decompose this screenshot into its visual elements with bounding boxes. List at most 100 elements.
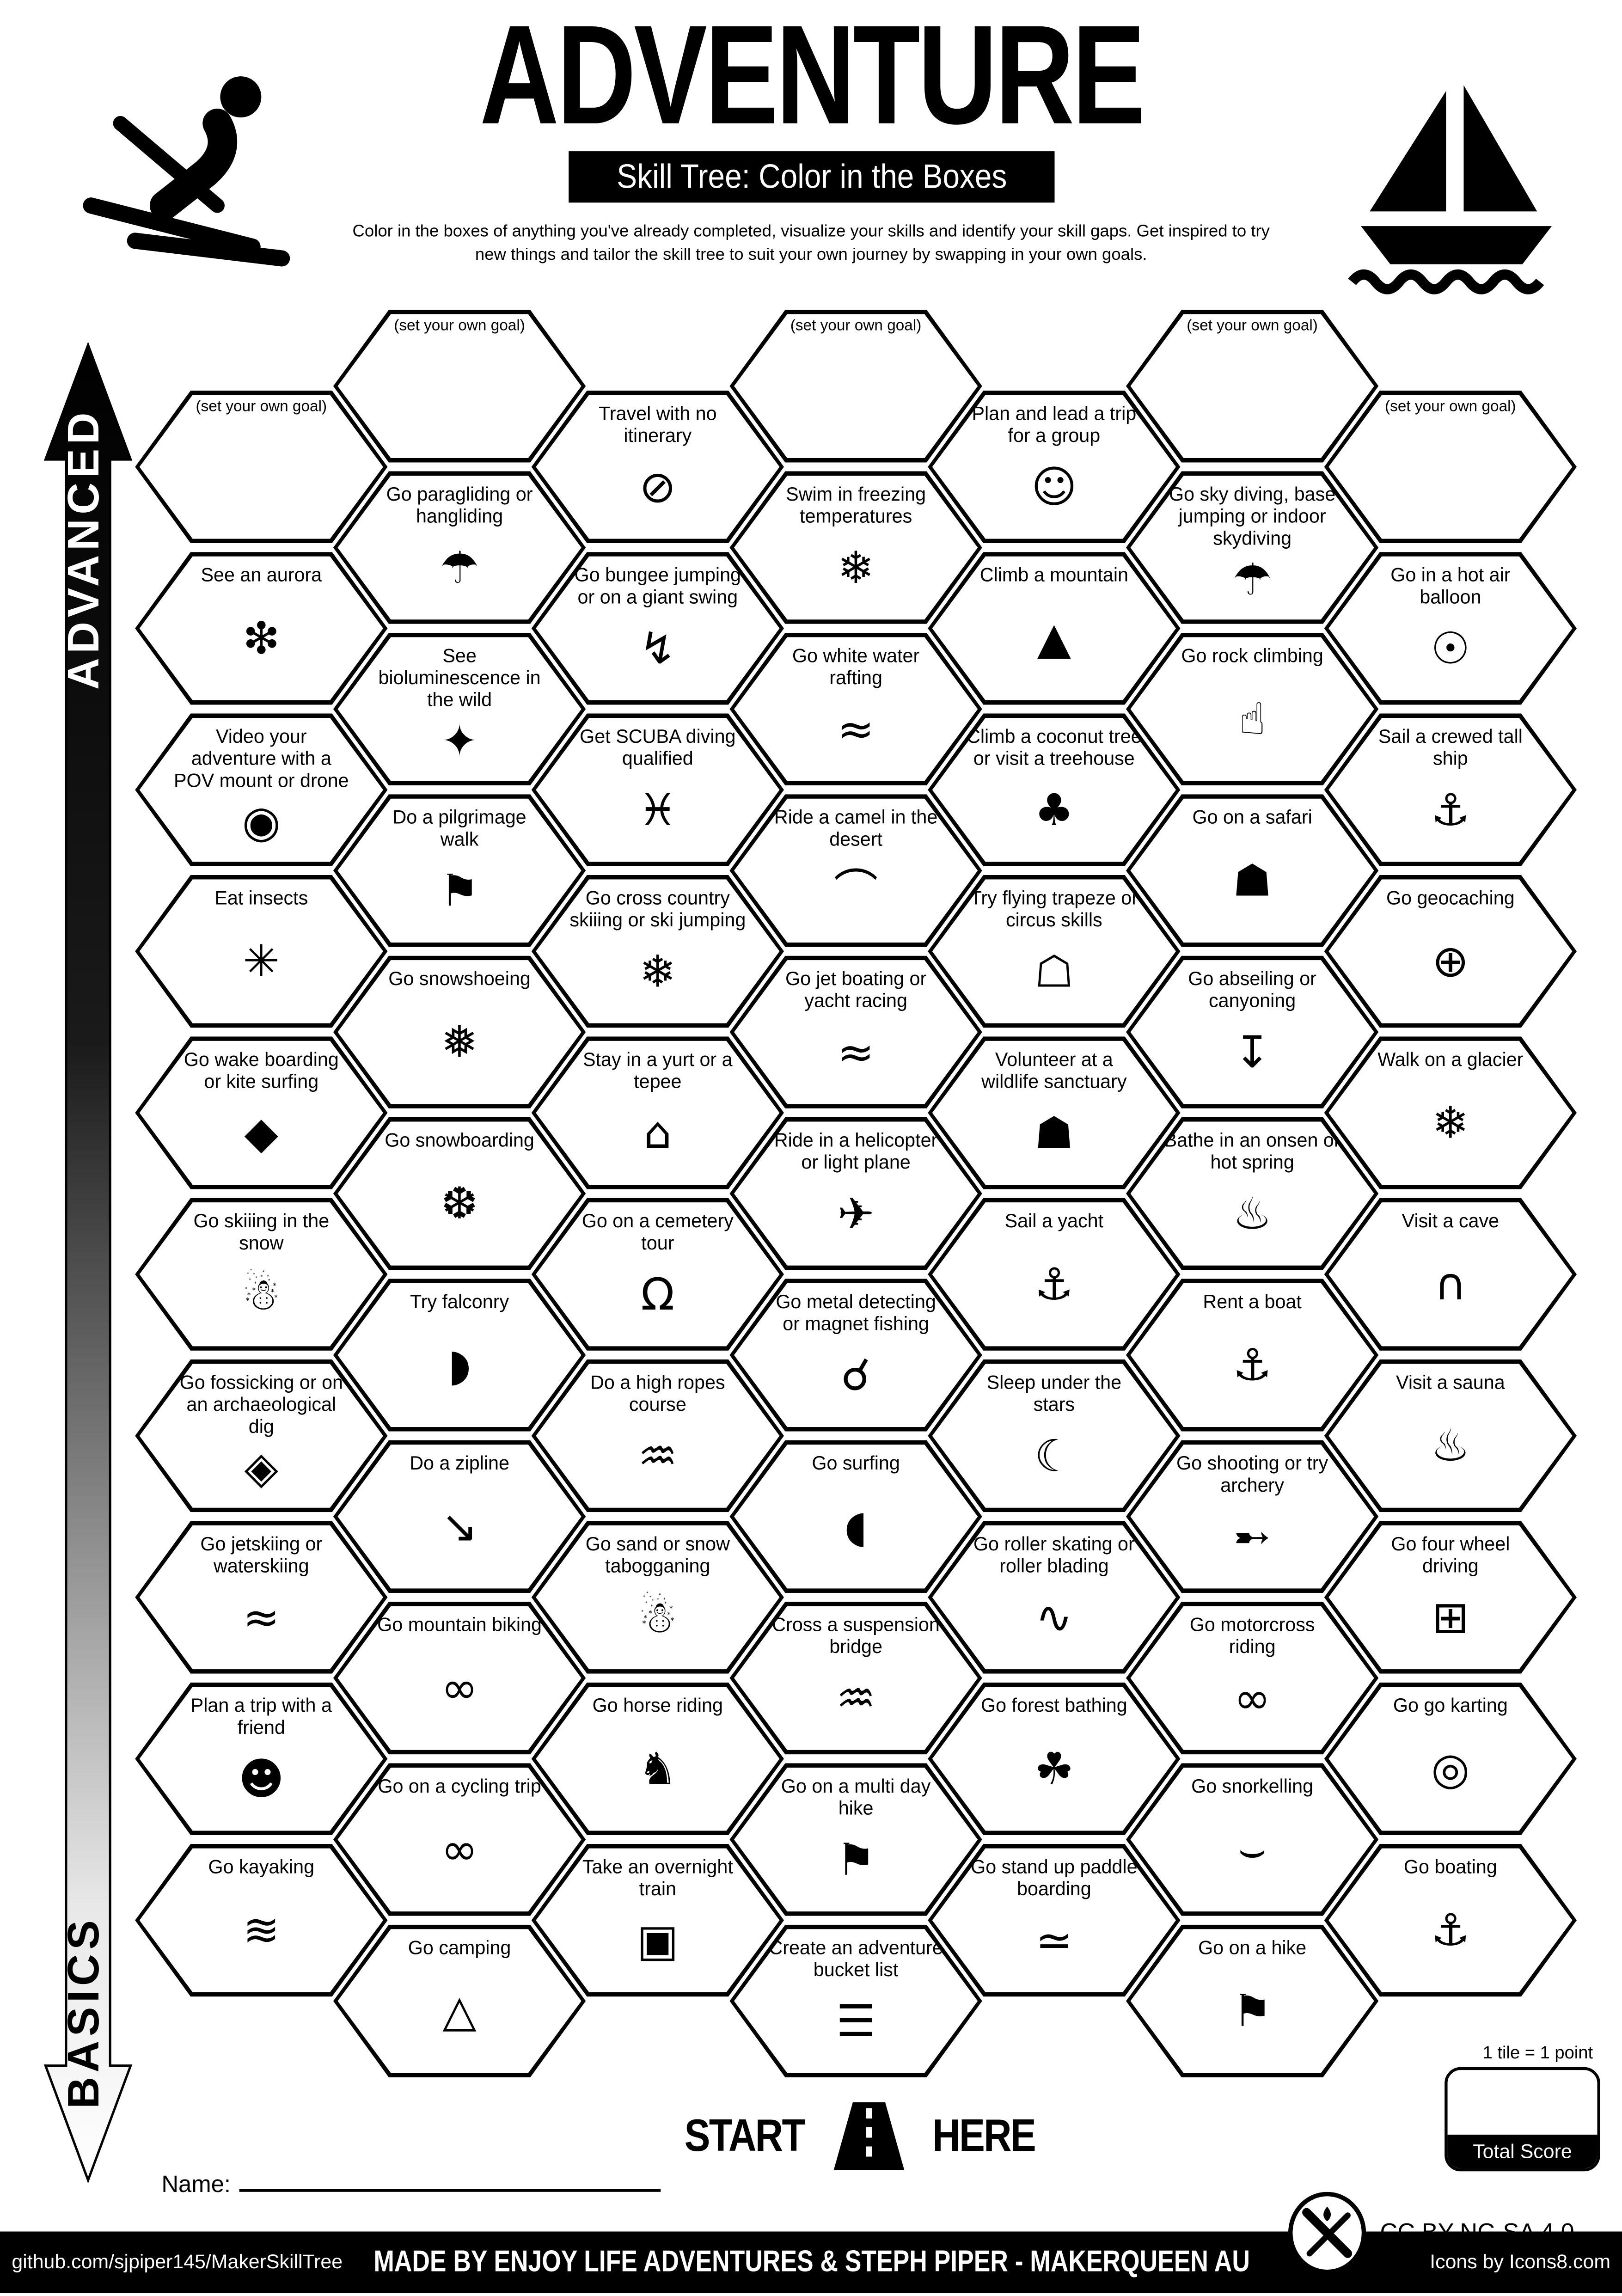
- hex-tile[interactable]: Go on a multi day hike ⚑: [729, 1763, 982, 1916]
- hex-tile[interactable]: Go cross country skiiing or ski jumping ❄: [531, 875, 784, 1028]
- hex-tile[interactable]: Go paragliding or hangliding ☂: [333, 471, 586, 624]
- hex-tile[interactable]: Go rock climbing ☝: [1126, 632, 1379, 786]
- paraglider-icon: ☂: [440, 544, 479, 595]
- hex-tile[interactable]: Go on a cycling trip ∞: [333, 1763, 586, 1916]
- bucket-list-icon: ☰: [836, 1997, 876, 2049]
- hex-tile[interactable]: Travel with no itinerary ⊘: [531, 390, 784, 544]
- hex-tile[interactable]: Go four wheel driving ⊞: [1324, 1521, 1577, 1674]
- hex-tile[interactable]: Walk on a glacier ❄: [1324, 1036, 1577, 1189]
- hex-tile[interactable]: Sail a yacht ⚓: [928, 1198, 1181, 1351]
- tile-label: Go white water rafting: [792, 644, 920, 688]
- hex-tile[interactable]: Create an adventure bucket list ☰: [729, 1924, 982, 2078]
- hex-tile[interactable]: Go in a hot air balloon ☉: [1324, 552, 1577, 705]
- tile-label: Go go karting: [1393, 1694, 1508, 1716]
- hex-tile[interactable]: Go roller skating or roller blading ∿: [928, 1521, 1181, 1674]
- road-dashed-line: [866, 2108, 872, 2164]
- hex-tile[interactable]: Go jetskiing or waterskiing ≈: [135, 1521, 388, 1674]
- hex-tile[interactable]: Visit a cave ∩: [1324, 1198, 1577, 1351]
- hex-tile[interactable]: Go snorkelling ⌣: [1126, 1763, 1379, 1916]
- hex-tile[interactable]: Go snowshoeing ❅: [333, 955, 586, 1108]
- hex-tile[interactable]: Try flying trapeze or circus skills ☖: [928, 875, 1181, 1028]
- tile-label: Go abseiling or canyoning: [1188, 967, 1316, 1011]
- hex-tile-content: Go forest bathing ☘: [928, 1683, 1180, 1835]
- hex-tile-content: Do a zipline ↘: [333, 1440, 586, 1593]
- hex-tile[interactable]: Sleep under the stars ☾: [928, 1359, 1181, 1512]
- hex-tile[interactable]: Go motorcross riding ∞: [1126, 1602, 1379, 1755]
- hex-tile[interactable]: Go camping △: [333, 1924, 586, 2078]
- scuba-diver-icon: ♓: [638, 786, 678, 838]
- hex-tile[interactable]: Go boating ⚓: [1324, 1844, 1577, 1997]
- hex-tile[interactable]: Sail a crewed tall ship ⚓: [1324, 713, 1577, 866]
- hex-tile[interactable]: Do a pilgrimage walk ⚑: [333, 794, 586, 947]
- hex-tile[interactable]: Video your adventure with a POV mount or…: [135, 713, 388, 866]
- hex-tile-content: Go on a cycling trip ∞: [333, 1763, 586, 1916]
- hex-tile[interactable]: Try falconry ◗: [333, 1279, 586, 1432]
- hex-tile[interactable]: Go skiiing in the snow ☃: [135, 1198, 388, 1351]
- hex-tile[interactable]: Go white water rafting ≈: [729, 632, 982, 786]
- hex-tile[interactable]: Ride a camel in the desert ⌒: [729, 794, 982, 947]
- hex-tile[interactable]: Go on a safari ☗: [1126, 794, 1379, 947]
- hex-tile[interactable]: Do a zipline ↘: [333, 1440, 586, 1593]
- hex-tile[interactable]: Eat insects ✳: [135, 875, 388, 1028]
- hex-tile[interactable]: (set your own goal): [729, 310, 982, 463]
- hex-tile[interactable]: (set your own goal): [135, 390, 388, 544]
- hex-tile[interactable]: Go go karting ◎: [1324, 1682, 1577, 1836]
- hex-tile[interactable]: Go abseiling or canyoning ↧: [1126, 955, 1379, 1108]
- hex-tile[interactable]: Go sand or snow tabogganing ☃: [531, 1521, 784, 1674]
- circus-tent-icon: ☖: [1034, 947, 1074, 999]
- hex-tile-content: Cross a suspension bridge ♒: [729, 1602, 982, 1754]
- go-kart-icon: ◎: [1431, 1744, 1470, 1795]
- hex-tile[interactable]: (set your own goal): [1324, 390, 1577, 544]
- hex-tile[interactable]: Go mountain biking ∞: [333, 1602, 586, 1755]
- hex-tile[interactable]: Go stand up paddle boarding ≃: [928, 1844, 1181, 1997]
- hex-tile[interactable]: Rent a boat ⚓: [1126, 1279, 1379, 1432]
- hex-tile[interactable]: Go snowboarding ❆: [333, 1117, 586, 1270]
- hex-tile[interactable]: Go forest bathing ☘: [928, 1682, 1181, 1836]
- footer-icons-credit[interactable]: Icons by Icons8.com: [1430, 2250, 1611, 2273]
- name-input-line[interactable]: [239, 2168, 661, 2192]
- hex-tile[interactable]: Cross a suspension bridge ♒: [729, 1602, 982, 1755]
- start-here: START HERE: [631, 2102, 1087, 2170]
- hex-tile[interactable]: See bioluminescence in the wild ✦: [333, 632, 586, 786]
- hex-tile[interactable]: Visit a sauna ♨: [1324, 1359, 1577, 1512]
- hex-tile-fill: [932, 556, 1176, 701]
- hex-tile[interactable]: Go surfing ◖: [729, 1440, 982, 1593]
- hex-tile[interactable]: Go shooting or try archery ➸: [1126, 1440, 1379, 1593]
- hex-tile[interactable]: Plan a trip with a friend ☻: [135, 1682, 388, 1836]
- hex-tile[interactable]: Get SCUBA diving qualified ♓: [531, 713, 784, 866]
- hex-tile[interactable]: Go wake boarding or kite surfing ◆: [135, 1036, 388, 1189]
- tile-label: Do a high ropes course: [590, 1371, 725, 1415]
- hex-tile[interactable]: Go sky diving, base jumping or indoor sk…: [1126, 471, 1379, 624]
- hex-tile[interactable]: Take an overnight train ▣: [531, 1844, 784, 1997]
- hex-tile[interactable]: Go on a hike ⚑: [1126, 1924, 1379, 2078]
- hex-tile[interactable]: Go on a cemetery tour Ω: [531, 1198, 784, 1351]
- hex-tile[interactable]: Go kayaking ≋: [135, 1844, 388, 1997]
- hex-tile[interactable]: See an aurora ❇: [135, 552, 388, 705]
- footer-repo-link[interactable]: github.com/sjpiper145/MakerSkillTree: [12, 2250, 343, 2273]
- snorkel-icon: ⌣: [1237, 1825, 1267, 1876]
- hex-tile[interactable]: Ride in a helicopter or light plane ✈: [729, 1117, 982, 1270]
- hex-tile[interactable]: (set your own goal): [333, 310, 586, 463]
- hex-tile[interactable]: Swim in freezing temperatures ❄: [729, 471, 982, 624]
- hex-tile[interactable]: Do a high ropes course ♒: [531, 1359, 784, 1512]
- total-score-box[interactable]: Total Score: [1444, 2067, 1600, 2172]
- hex-tile[interactable]: Plan and lead a trip for a group ☺: [928, 390, 1181, 544]
- hex-tile[interactable]: Stay in a yurt or a tepee ⌂: [531, 1036, 784, 1189]
- camera-icon: ◉: [242, 796, 281, 848]
- tile-label: Go wake boarding or kite surfing: [184, 1048, 339, 1092]
- hex-tile[interactable]: Bathe in an onsen or hot spring ♨: [1126, 1117, 1379, 1270]
- hex-tile[interactable]: Go metal detecting or magnet fishing ☌: [729, 1279, 982, 1432]
- hex-tile[interactable]: Climb a mountain ▲: [928, 552, 1181, 705]
- hex-tile[interactable]: Go horse riding ♞: [531, 1682, 784, 1836]
- name-label: Name:: [161, 2173, 231, 2198]
- hex-tile[interactable]: Go jet boating or yacht racing ≈: [729, 955, 982, 1108]
- tile-label: See an aurora: [201, 563, 322, 586]
- difficulty-axis-arrow: [43, 342, 133, 2183]
- hex-tile[interactable]: (set your own goal): [1126, 310, 1379, 463]
- hex-tile[interactable]: Climb a coconut tree or visit a treehous…: [928, 713, 1181, 866]
- hex-tile[interactable]: Go geocaching ⊕: [1324, 875, 1577, 1028]
- hex-tile-fill: [734, 1282, 978, 1428]
- hex-tile[interactable]: Volunteer at a wildlife sanctuary ☗: [928, 1036, 1181, 1189]
- hex-tile[interactable]: Go fossicking or on an archaeological di…: [135, 1359, 388, 1512]
- hex-tile[interactable]: Go bungee jumping or on a giant swing ↯: [531, 552, 784, 705]
